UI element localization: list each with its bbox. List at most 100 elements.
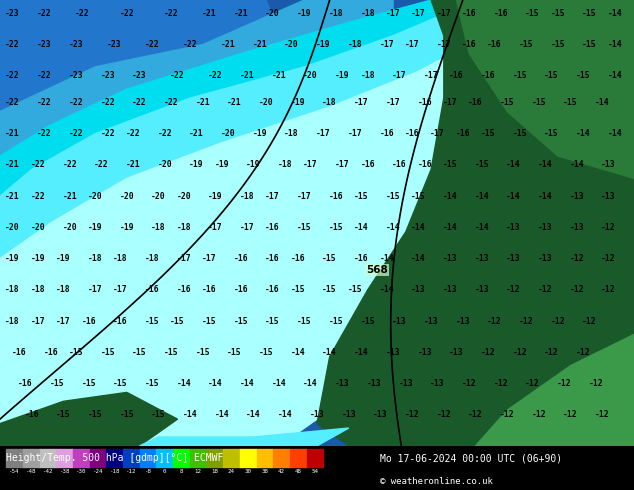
Text: -14: -14 — [278, 410, 293, 419]
Text: -12: -12 — [563, 410, 578, 419]
Text: -22: -22 — [183, 40, 198, 49]
Bar — [90, 448, 107, 467]
Text: -13: -13 — [417, 348, 432, 357]
Text: -12: -12 — [557, 379, 572, 388]
Text: -15: -15 — [544, 72, 559, 80]
Text: -15: -15 — [354, 192, 369, 201]
Text: -13: -13 — [601, 161, 616, 170]
Bar — [240, 448, 257, 467]
Text: -19: -19 — [5, 254, 20, 263]
Text: -8: -8 — [145, 469, 152, 474]
Text: -20: -20 — [176, 192, 191, 201]
Text: -16: -16 — [265, 285, 280, 294]
Text: -17: -17 — [411, 9, 426, 18]
Text: -16: -16 — [462, 9, 477, 18]
Text: -14: -14 — [506, 161, 521, 170]
Bar — [157, 448, 173, 467]
Text: -15: -15 — [132, 348, 147, 357]
Text: -18: -18 — [110, 469, 120, 474]
Text: -16: -16 — [417, 161, 432, 170]
Text: -15: -15 — [87, 410, 103, 419]
Bar — [107, 448, 123, 467]
Text: -16: -16 — [176, 285, 191, 294]
Text: -21: -21 — [189, 129, 204, 138]
Text: -13: -13 — [538, 254, 553, 263]
Text: -22: -22 — [30, 161, 46, 170]
Text: -22: -22 — [37, 9, 52, 18]
Text: -21: -21 — [233, 9, 249, 18]
Text: -17: -17 — [202, 254, 217, 263]
Text: -16: -16 — [202, 285, 217, 294]
Text: -13: -13 — [392, 317, 407, 325]
Text: -13: -13 — [430, 379, 445, 388]
Text: -18: -18 — [5, 317, 20, 325]
Text: -15: -15 — [233, 317, 249, 325]
Text: -16: -16 — [481, 72, 496, 80]
Text: -18: -18 — [347, 40, 363, 49]
Polygon shape — [0, 0, 292, 357]
Text: -20: -20 — [157, 161, 172, 170]
Text: -14: -14 — [474, 192, 489, 201]
Text: -15: -15 — [297, 223, 312, 232]
Text: -22: -22 — [208, 72, 223, 80]
Text: -17: -17 — [87, 285, 103, 294]
Text: -13: -13 — [601, 192, 616, 201]
Text: -12: -12 — [538, 285, 553, 294]
Bar — [290, 448, 307, 467]
Text: -22: -22 — [37, 98, 52, 107]
Text: -14: -14 — [303, 379, 318, 388]
Polygon shape — [0, 0, 507, 446]
Text: -15: -15 — [582, 40, 597, 49]
Text: -15: -15 — [151, 410, 166, 419]
Text: -14: -14 — [176, 379, 191, 388]
Text: -42: -42 — [43, 469, 53, 474]
Text: -16: -16 — [265, 223, 280, 232]
Bar — [257, 448, 273, 467]
Text: -19: -19 — [56, 254, 71, 263]
Text: -15: -15 — [576, 72, 591, 80]
Text: -18: -18 — [360, 9, 375, 18]
Text: -18: -18 — [240, 192, 255, 201]
Text: -22: -22 — [100, 98, 115, 107]
Text: -17: -17 — [392, 72, 407, 80]
Text: -12: -12 — [525, 379, 540, 388]
Text: -16: -16 — [11, 348, 27, 357]
Text: -18: -18 — [30, 285, 46, 294]
Text: -17: -17 — [347, 129, 363, 138]
Text: -18: -18 — [151, 223, 166, 232]
Text: -16: -16 — [24, 410, 39, 419]
Text: -16: -16 — [360, 161, 375, 170]
Text: -21: -21 — [5, 129, 20, 138]
Text: 12: 12 — [195, 469, 202, 474]
Text: -17: -17 — [303, 161, 318, 170]
Text: -13: -13 — [569, 192, 585, 201]
Text: -22: -22 — [37, 72, 52, 80]
Text: -14: -14 — [607, 40, 623, 49]
Text: -22: -22 — [5, 40, 20, 49]
Text: -14: -14 — [385, 223, 401, 232]
Polygon shape — [0, 392, 178, 446]
Text: -17: -17 — [335, 161, 350, 170]
Text: -15: -15 — [328, 317, 344, 325]
Text: -15: -15 — [145, 379, 160, 388]
Text: -30: -30 — [76, 469, 87, 474]
Text: -14: -14 — [246, 410, 261, 419]
Text: -21: -21 — [271, 72, 287, 80]
Text: -15: -15 — [259, 348, 274, 357]
Text: -13: -13 — [385, 348, 401, 357]
Text: -22: -22 — [5, 98, 20, 107]
Text: -23: -23 — [68, 72, 84, 80]
Text: -14: -14 — [411, 254, 426, 263]
Text: -22: -22 — [157, 129, 172, 138]
Text: -15: -15 — [290, 285, 306, 294]
Text: -15: -15 — [49, 379, 65, 388]
Text: -16: -16 — [392, 161, 407, 170]
Text: -12: -12 — [595, 410, 610, 419]
Text: -14: -14 — [443, 192, 458, 201]
Text: -15: -15 — [411, 192, 426, 201]
Text: 0: 0 — [163, 469, 167, 474]
Text: -23: -23 — [100, 72, 115, 80]
Text: -17: -17 — [385, 9, 401, 18]
Text: -17: -17 — [424, 72, 439, 80]
Text: -16: -16 — [487, 40, 502, 49]
